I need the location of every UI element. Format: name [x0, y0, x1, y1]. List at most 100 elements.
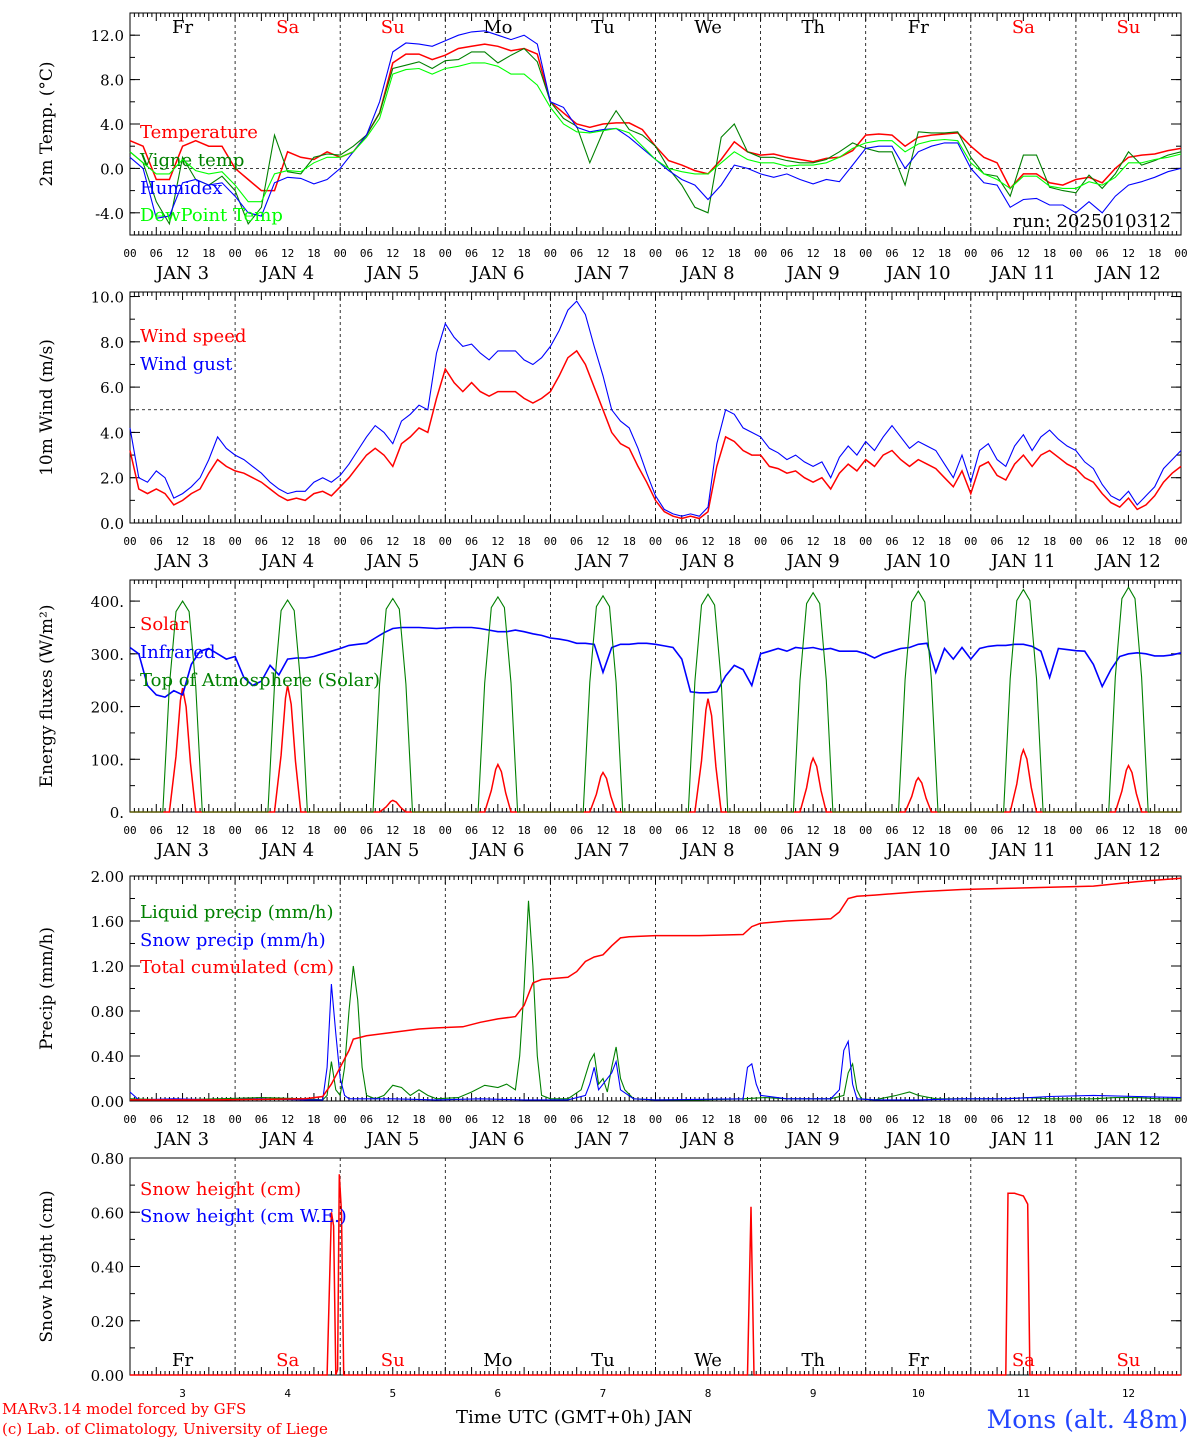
hour-label: 18 [202, 535, 215, 548]
chart-panel-5: 0.00 0.20 0.40 0.60 0.80 Snow height (cm) Fr Sa… [37, 1150, 1182, 1400]
y-tick-label: 0.0 [100, 160, 124, 178]
hour-label: 06 [360, 247, 373, 260]
hour-label: 12 [176, 1113, 189, 1126]
hour-label: 00 [439, 824, 452, 837]
hour-label: 12 [176, 824, 189, 837]
hour-label: 00 [439, 535, 452, 548]
hour-label: 00 [544, 247, 557, 260]
hour-label: 00 [123, 247, 136, 260]
hour-label: 06 [465, 1113, 478, 1126]
hour-label: 00 [1069, 824, 1082, 837]
hour-label: 12 [386, 824, 399, 837]
hour-label: 00 [1069, 247, 1082, 260]
date-label: JAN 3 [154, 840, 209, 861]
hour-label: 12 [596, 535, 609, 548]
hour-label: 00 [859, 535, 872, 548]
hour-label: 06 [255, 1113, 268, 1126]
hour-label: 06 [360, 535, 373, 548]
weekday-label: Sa [1012, 17, 1035, 38]
hour-label: 06 [780, 824, 793, 837]
hour-label: 00 [649, 535, 662, 548]
hour-label: 12 [912, 1113, 925, 1126]
date-label: JAN 6 [469, 551, 524, 572]
legend-entry: Snow height (cm W.E.) [140, 1206, 347, 1227]
hour-label: 18 [412, 535, 425, 548]
meteogram-panels: -4.0 0.0 4.0 8.0 12.0 2m Temp. (°C) 00 06 12 18 00… [37, 12, 1188, 1400]
series-line-snow-height-cm- [130, 1174, 1181, 1376]
weekday-label: Th [801, 17, 825, 38]
hour-label: 18 [1148, 1113, 1161, 1126]
hour-label: 12 [1017, 535, 1030, 548]
hour-label: 18 [623, 824, 636, 837]
chart-panel-3: 0. 100. 200. 300. 400. Energy fluxes (W/m²) 00… [37, 579, 1188, 861]
y-tick-label: 6.0 [100, 379, 124, 397]
hour-label: 00 [544, 824, 557, 837]
series-line-snow-precip-mm-h- [129, 983, 1182, 1101]
date-label: JAN 8 [679, 551, 734, 572]
y-tick-label: 1.60 [91, 913, 124, 931]
hour-label: 12 [1122, 824, 1135, 837]
day-number-label: 10 [912, 1387, 925, 1400]
date-label: JAN 5 [364, 263, 419, 284]
y-tick-label: -4.0 [95, 205, 124, 223]
hour-label: 06 [570, 824, 583, 837]
y-tick-label: 200. [91, 699, 124, 717]
date-label: JAN 7 [574, 551, 629, 572]
credit-line-1: MARv3.14 model forced by GFS [2, 1400, 246, 1418]
legend-entry: Vigne temp [139, 150, 244, 171]
hour-label: 18 [1043, 247, 1056, 260]
hour-label: 00 [1174, 247, 1187, 260]
run-annotation: run: 2025010312 [1013, 211, 1171, 232]
hour-label: 18 [1148, 247, 1161, 260]
hour-label: 00 [964, 824, 977, 837]
hour-label: 12 [912, 247, 925, 260]
hour-label: 00 [1174, 535, 1187, 548]
hour-label: 12 [701, 535, 714, 548]
legend-entry: DewPoint Temp [140, 205, 283, 226]
legend-entry: Total cumulated (cm) [140, 957, 334, 978]
date-label: JAN 8 [679, 263, 734, 284]
hour-label: 18 [307, 1113, 320, 1126]
hour-label: 18 [1043, 535, 1056, 548]
y-axis-label: Precip (mm/h) [37, 927, 57, 1050]
hour-label: 12 [1017, 824, 1030, 837]
hour-label: 00 [964, 535, 977, 548]
credit-line-2: (c) Lab. of Climatology, University of L… [2, 1420, 328, 1438]
legend-entry: Liquid precip (mm/h) [140, 902, 334, 923]
day-number-label: 6 [495, 1387, 502, 1400]
hour-label: 00 [228, 247, 241, 260]
hour-label: 00 [964, 247, 977, 260]
hour-label: 18 [938, 1113, 951, 1126]
hour-label: 00 [123, 1113, 136, 1126]
hour-label: 18 [412, 247, 425, 260]
date-label: JAN 5 [364, 1129, 419, 1150]
hour-label: 00 [439, 1113, 452, 1126]
date-label: JAN 9 [785, 263, 840, 284]
hour-label: 06 [150, 824, 163, 837]
date-label: JAN 9 [785, 840, 840, 861]
day-number-label: 7 [600, 1387, 607, 1400]
day-number-label: 9 [810, 1387, 817, 1400]
hour-label: 06 [465, 247, 478, 260]
weekday-label: Mo [483, 1350, 512, 1371]
hour-label: 06 [150, 535, 163, 548]
series-line-humidex [129, 30, 1182, 219]
date-label: JAN 12 [1094, 840, 1161, 861]
hour-label: 06 [360, 824, 373, 837]
weekday-label: Fr [172, 1350, 193, 1371]
hour-label: 12 [701, 824, 714, 837]
hour-label: 12 [281, 1113, 294, 1126]
chart-panel-1: -4.0 0.0 4.0 8.0 12.0 2m Temp. (°C) 00 06 12 18 00… [37, 12, 1188, 284]
date-label: JAN 5 [364, 840, 419, 861]
hour-label: 06 [990, 1113, 1003, 1126]
hour-label: 06 [885, 247, 898, 260]
hour-label: 00 [649, 824, 662, 837]
hour-label: 18 [518, 1113, 531, 1126]
weekday-label: Sa [1012, 1350, 1035, 1371]
hour-label: 06 [990, 535, 1003, 548]
hour-label: 06 [780, 535, 793, 548]
hour-label: 00 [334, 247, 347, 260]
date-label: JAN 7 [574, 263, 629, 284]
hour-label: 12 [596, 1113, 609, 1126]
